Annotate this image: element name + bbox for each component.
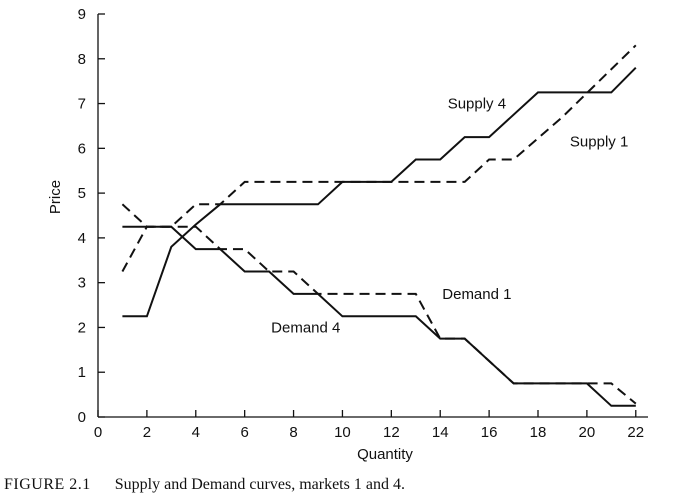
figure-number: FIGURE 2.1 bbox=[4, 476, 91, 493]
series-line-supply-4 bbox=[122, 66, 637, 318]
x-tick-label: 22 bbox=[627, 424, 644, 441]
y-tick-label: 1 bbox=[78, 364, 86, 381]
x-tick-label: 16 bbox=[481, 424, 498, 441]
y-tick-label: 3 bbox=[78, 275, 86, 292]
y-tick-label: 4 bbox=[78, 230, 86, 247]
series-line-demand-4 bbox=[122, 225, 636, 407]
series-line-demand-1 bbox=[121, 203, 637, 405]
series-labels: Supply 4 Supply 1 Demand 1 Demand 4 bbox=[271, 96, 628, 337]
y-tick-label: 9 bbox=[78, 6, 86, 23]
y-tick-label: 6 bbox=[78, 140, 86, 157]
x-tick-label: 2 bbox=[143, 424, 151, 441]
y-axis-label: Price bbox=[47, 180, 64, 214]
x-tick-label: 10 bbox=[334, 424, 351, 441]
series-label-supply-1: Supply 1 bbox=[570, 134, 628, 151]
x-tick-label: 18 bbox=[530, 424, 547, 441]
series-group bbox=[121, 44, 637, 407]
series-label-demand-4: Demand 4 bbox=[271, 319, 340, 336]
series-label-supply-4: Supply 4 bbox=[448, 96, 506, 113]
x-tick-label: 12 bbox=[383, 424, 400, 441]
x-tick-label: 0 bbox=[94, 424, 102, 441]
y-tick-label: 2 bbox=[78, 319, 86, 336]
y-tick-label: 0 bbox=[78, 409, 86, 426]
series-line-supply-1 bbox=[121, 44, 637, 272]
series-label-demand-1: Demand 1 bbox=[442, 286, 511, 303]
y-tick-label: 5 bbox=[78, 185, 86, 202]
x-axis-label: Quantity bbox=[357, 446, 413, 463]
x-tick-label: 6 bbox=[240, 424, 248, 441]
x-tick-label: 4 bbox=[192, 424, 200, 441]
y-tick-label: 8 bbox=[78, 51, 86, 68]
figure-caption: FIGURE 2.1 Supply and Demand curves, mark… bbox=[4, 476, 405, 494]
x-tick-label: 14 bbox=[432, 424, 449, 441]
x-tick-label: 20 bbox=[579, 424, 596, 441]
y-tick-label: 7 bbox=[78, 96, 86, 113]
figure-caption-text: Supply and Demand curves, markets 1 and … bbox=[114, 476, 405, 493]
x-tick-label: 8 bbox=[289, 424, 297, 441]
